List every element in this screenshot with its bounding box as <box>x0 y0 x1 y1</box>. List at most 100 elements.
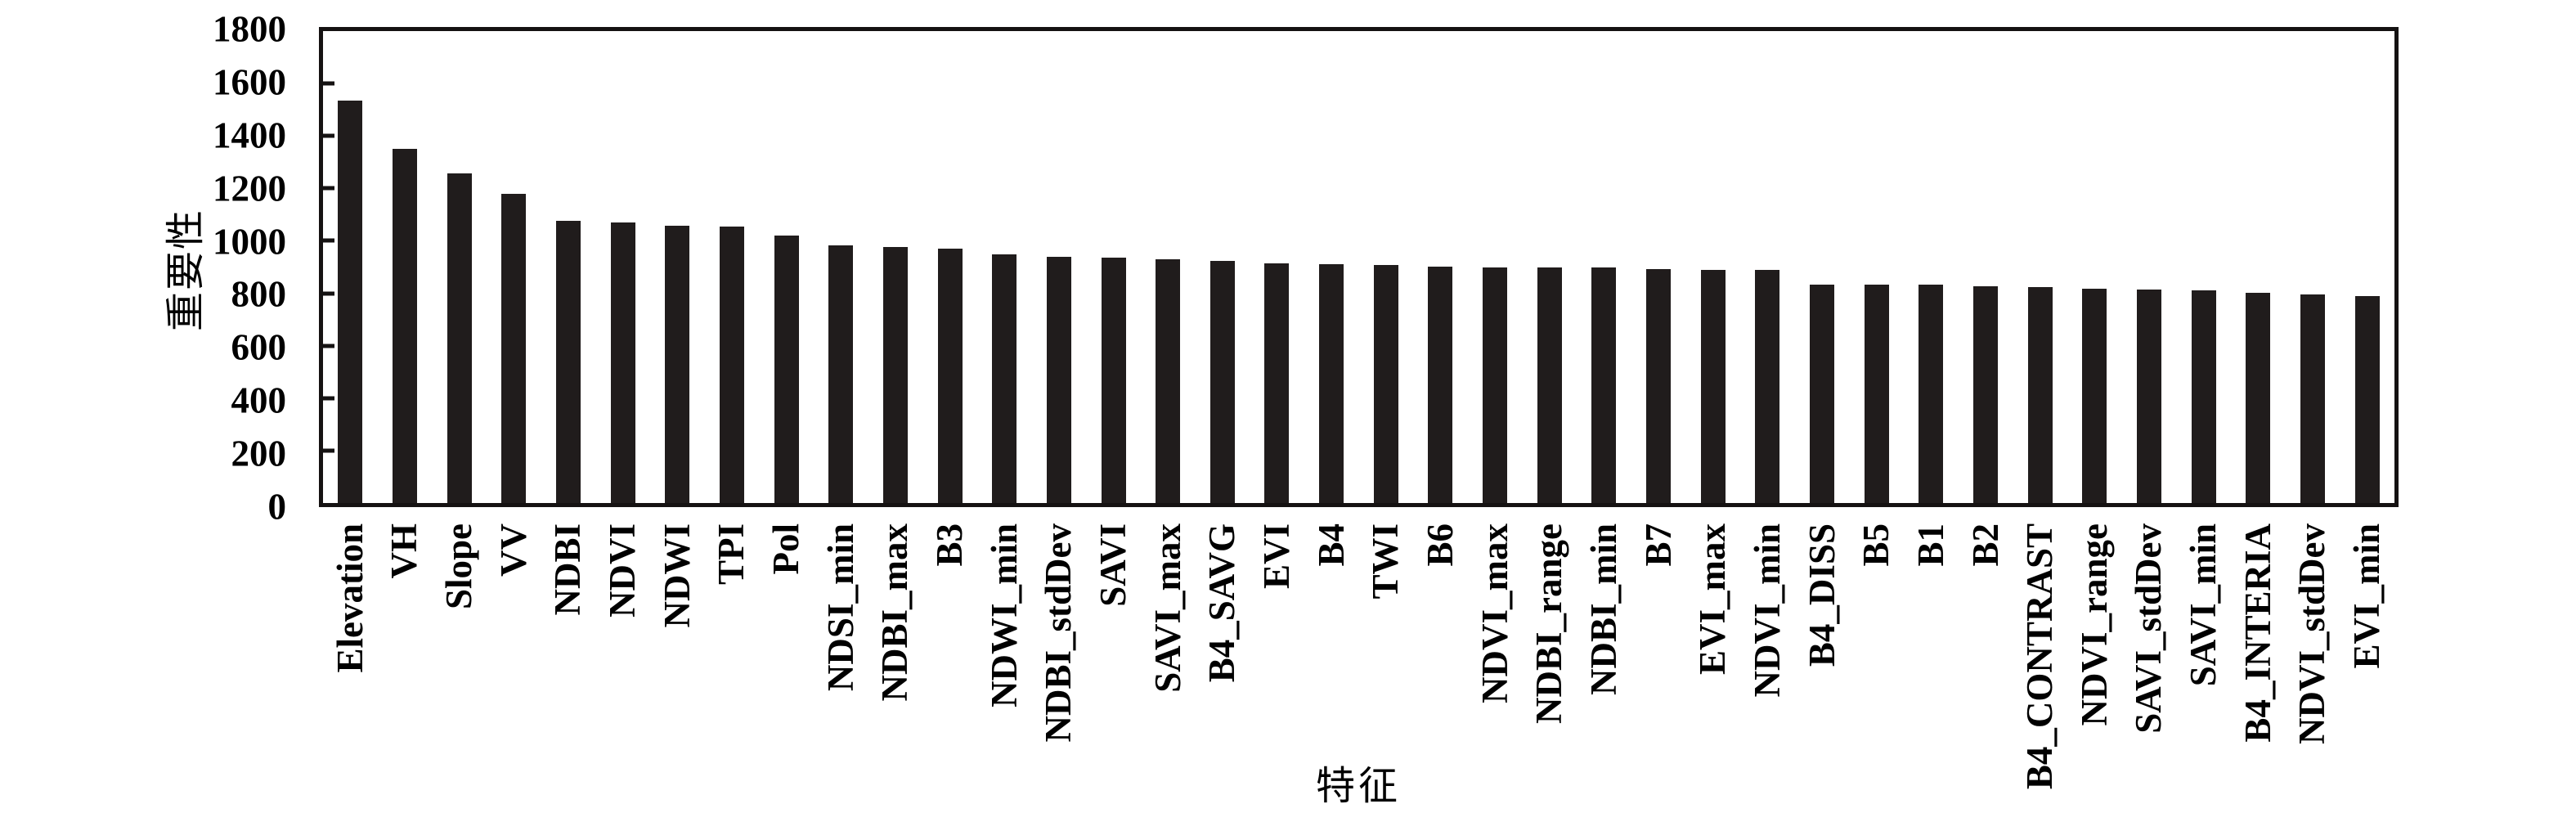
xlabel-slot: NDSI_min <box>814 523 868 793</box>
x-tick-label: SAVI_stdDev <box>2128 523 2170 734</box>
bar-slot <box>705 31 760 503</box>
xlabel-slot: Slope <box>432 523 487 793</box>
x-tick-label: B4_DISS <box>1801 523 1842 667</box>
x-tick-label: Elevation <box>329 523 370 673</box>
x-tick-label: NDBI_min <box>1582 523 1624 696</box>
xlabel-slot: B4_INTERIA <box>2231 523 2286 793</box>
bar-slot <box>378 31 433 503</box>
x-tick-label: B7 <box>1637 523 1679 567</box>
bar-B6 <box>1428 266 1453 503</box>
x-tick-label: B6 <box>1419 523 1461 567</box>
y-tick-mark <box>323 81 334 86</box>
bar-slot <box>1795 31 1850 503</box>
xlabel-slot: NDVI_max <box>1468 523 1523 793</box>
xlabel-slot: B1 <box>1904 523 1959 793</box>
y-tick-label: 1200 <box>213 168 286 209</box>
y-tick-mark <box>323 291 334 296</box>
x-tick-label: EVI_min <box>2346 523 2388 669</box>
xlabel-slot: B4_DISS <box>1795 523 1850 793</box>
plot-area <box>319 27 2399 507</box>
bar-slot <box>2286 31 2340 503</box>
bar-slot <box>1196 31 1250 503</box>
y-tick-mark <box>323 133 334 138</box>
x-tick-label: B4 <box>1310 523 1352 567</box>
x-tick-label: B4_SAVG <box>1201 523 1243 683</box>
x-tick-label: B1 <box>1910 523 1951 567</box>
bar-VV <box>501 193 527 503</box>
bar-EVI <box>1264 263 1290 503</box>
xlabel-slot: B3 <box>922 523 977 793</box>
bar-NDBI_min <box>1591 267 1617 503</box>
x-tick-label: B4_INTERIA <box>2237 523 2278 743</box>
bar-slot <box>1740 31 1795 503</box>
plot-inner <box>323 31 2394 503</box>
y-tick-label: 1600 <box>213 61 286 103</box>
bar-SAVI_max <box>1156 258 1181 503</box>
x-tick-label: NDVI_range <box>2073 523 2115 726</box>
bar-NDBI <box>555 221 581 503</box>
xlabel-slot: NDBI_min <box>1577 523 1631 793</box>
y-tick-mark <box>323 344 334 348</box>
x-tick-label: VV <box>492 523 534 577</box>
bar-slot <box>1304 31 1359 503</box>
y-tick-label: 0 <box>267 486 287 528</box>
x-tick-label: NDBI_range <box>1528 523 1570 724</box>
bar-Slope <box>447 173 472 503</box>
bar-slot <box>2122 31 2177 503</box>
bar-NDVI_min <box>1755 270 1780 503</box>
y-tick-label: 800 <box>231 273 287 315</box>
x-tick-label: NDSI_min <box>819 523 861 692</box>
xlabel-slot: B2 <box>1959 523 2013 793</box>
y-tick-label: 1000 <box>213 221 286 263</box>
bar-slot <box>1086 31 1141 503</box>
xlabel-slot: NDBI_stdDev <box>1032 523 1087 793</box>
bar-slot <box>1577 31 1631 503</box>
bar-slot <box>1141 31 1196 503</box>
x-tick-label: NDVI_stdDev <box>2291 523 2333 744</box>
x-tick-label: NDVI_max <box>1474 523 1515 703</box>
xlabel-slot: EVI_min <box>2340 523 2394 793</box>
xlabel-slot: NDBI <box>541 523 596 793</box>
bar-B4_CONTRAST <box>2027 287 2053 503</box>
bar-slot <box>759 31 814 503</box>
bar-slot <box>1468 31 1523 503</box>
xlabel-slot: EVI <box>1250 523 1304 793</box>
y-tick-mark <box>323 396 334 401</box>
bar-slot <box>1849 31 1904 503</box>
bar-slot <box>1032 31 1087 503</box>
bar-VH <box>392 148 417 503</box>
xlabel-slot: NDVI_min <box>1740 523 1795 793</box>
y-tick-label: 200 <box>231 433 287 474</box>
x-tick-label: VH <box>384 523 425 579</box>
bar-NDVI_range <box>2082 289 2107 503</box>
bar-NDBI_stdDev <box>1046 256 1071 503</box>
xlabel-slot: EVI_max <box>1685 523 1740 793</box>
x-tick-label: NDWI <box>656 523 698 628</box>
y-tick-mark <box>323 448 334 453</box>
xlabel-slot: B7 <box>1631 523 1686 793</box>
xlabel-slot: NDBI_max <box>868 523 923 793</box>
bar-TWI <box>1373 265 1398 503</box>
bar-NDVI <box>610 222 635 503</box>
bar-Pol <box>774 236 799 503</box>
x-tick-label: NDWI_min <box>983 523 1025 708</box>
x-tick-label: SAVI <box>1093 523 1134 607</box>
bar-slot <box>541 31 596 503</box>
bar-NDWI <box>665 226 690 503</box>
bar-slot <box>595 31 650 503</box>
bar-slot <box>1522 31 1577 503</box>
xlabel-slot: SAVI_max <box>1141 523 1196 793</box>
bar-EVI_max <box>1700 269 1726 503</box>
bar-slot <box>1358 31 1413 503</box>
bar-slot <box>1959 31 2013 503</box>
x-tick-label: NDBI_max <box>874 523 916 702</box>
xlabel-slot: NDVI <box>595 523 650 793</box>
y-tick-mark <box>323 186 334 191</box>
bar-TPI <box>719 226 744 503</box>
bar-NDWI_min <box>992 254 1017 503</box>
x-tick-label: B2 <box>1964 523 2006 567</box>
bar-B4_SAVG <box>1209 261 1235 503</box>
bar-NDSI_min <box>828 245 854 503</box>
xlabel-slot: NDVI_stdDev <box>2286 523 2340 793</box>
